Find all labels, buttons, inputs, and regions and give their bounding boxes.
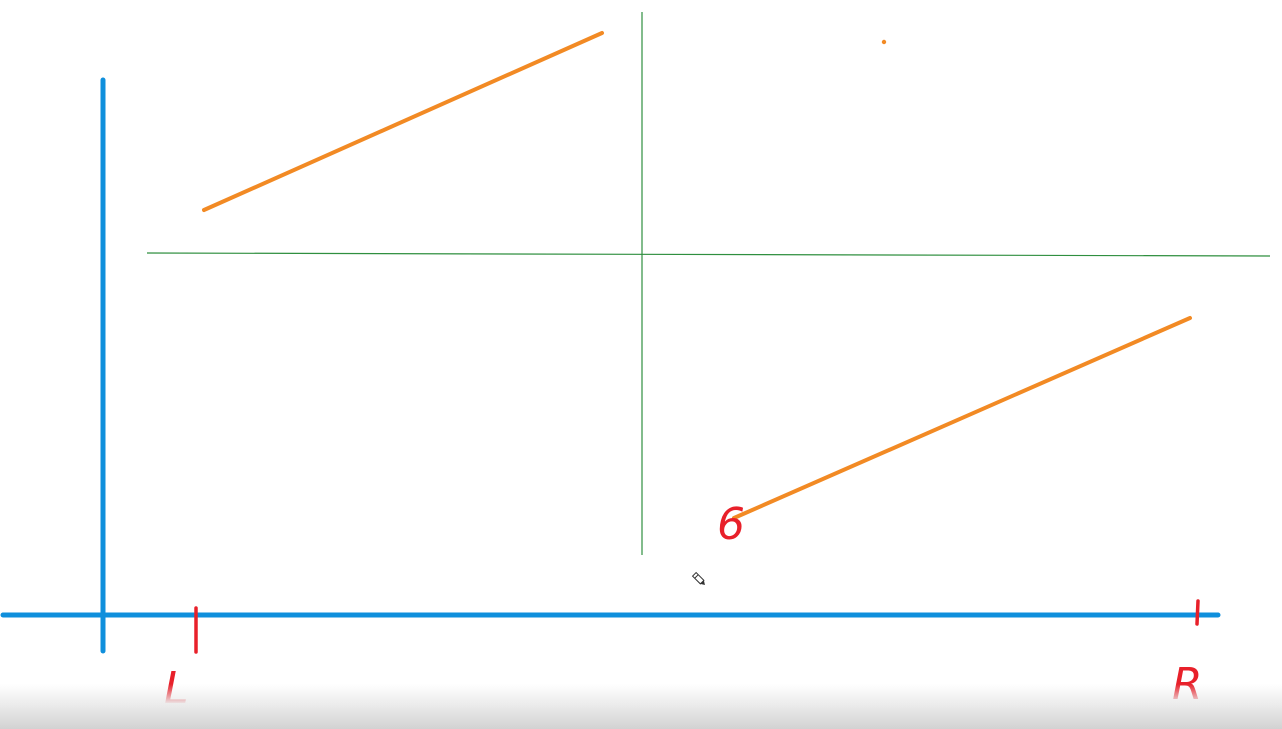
right-tick-mark xyxy=(1195,599,1200,626)
point-mark-label: 6 xyxy=(717,499,745,550)
horizontal-guide-line xyxy=(146,252,1271,257)
lower-right-segment xyxy=(732,316,1192,520)
upper-left-segment xyxy=(202,31,604,212)
orange-dot xyxy=(881,39,887,45)
bottom-shade xyxy=(0,684,1282,729)
pencil-icon xyxy=(691,571,705,585)
